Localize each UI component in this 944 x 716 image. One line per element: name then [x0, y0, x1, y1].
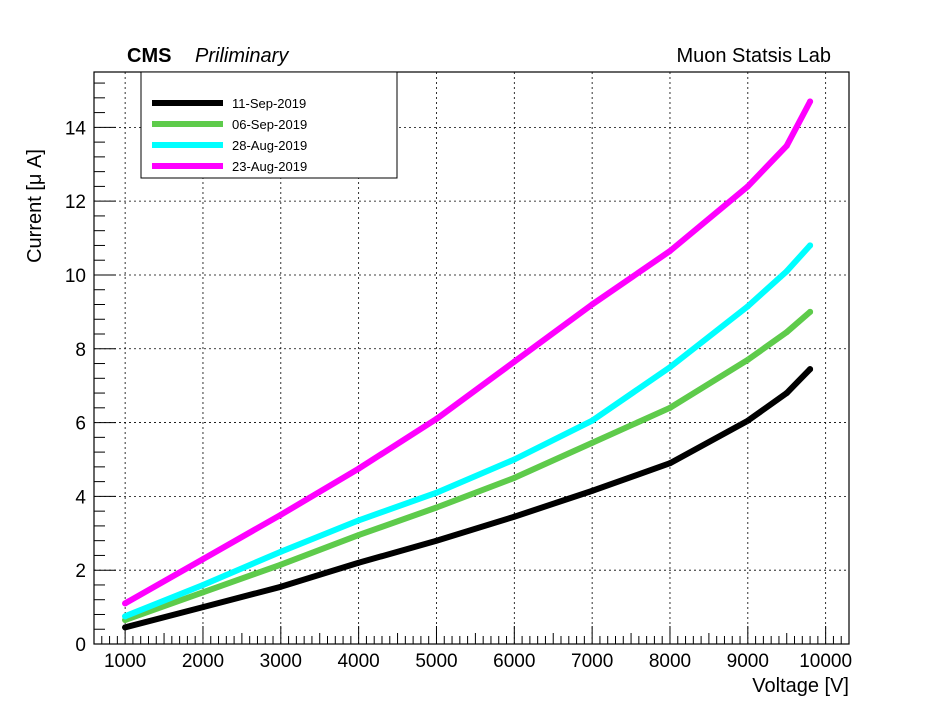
- y-tick-label: 14: [65, 118, 87, 139]
- x-tick-label: 3000: [260, 651, 302, 672]
- data-point: [666, 364, 673, 371]
- x-tick-label: 1000: [104, 651, 146, 672]
- data-point: [783, 142, 790, 149]
- series-layer: [122, 98, 814, 631]
- data-point: [199, 556, 206, 563]
- data-point: [783, 390, 790, 397]
- data-point: [199, 581, 206, 588]
- data-point: [589, 417, 596, 424]
- data-point: [355, 532, 362, 539]
- data-point: [122, 600, 129, 607]
- legend-label: 11-Sep-2019: [232, 96, 306, 111]
- data-point: [355, 559, 362, 566]
- x-tick-label: 2000: [182, 651, 224, 672]
- data-point: [277, 548, 284, 555]
- data-point: [589, 439, 596, 446]
- data-point: [433, 537, 440, 544]
- data-point: [666, 247, 673, 254]
- data-point: [783, 268, 790, 275]
- data-point: [744, 356, 751, 363]
- series-line: [122, 366, 814, 631]
- data-point: [807, 98, 814, 105]
- series-line: [122, 242, 814, 620]
- legend-label: 06-Sep-2019: [232, 117, 307, 132]
- x-tick-label: 7000: [571, 651, 613, 672]
- data-point: [355, 517, 362, 524]
- header-experiment: CMS: [127, 45, 171, 67]
- axes: 1000 2000 3000 4000 5000 6000 7000 8000 9000 1000…: [65, 82, 852, 672]
- header-lab: Muon Statsis Lab: [676, 45, 831, 67]
- data-point: [277, 561, 284, 568]
- x-tick-label: 4000: [337, 651, 379, 672]
- data-point: [589, 487, 596, 494]
- data-point: [807, 308, 814, 315]
- legend: 11-Sep-2019 06-Sep-2019 28-Aug-2019 23-Aug-…: [140, 71, 398, 179]
- data-point: [122, 613, 129, 620]
- data-point: [433, 489, 440, 496]
- x-tick-label: 5000: [415, 651, 457, 672]
- data-point: [511, 474, 518, 481]
- legend-label: 28-Aug-2019: [232, 138, 307, 153]
- plot-frame: [93, 71, 850, 645]
- y-tick-label: 0: [75, 635, 86, 656]
- x-tick-label: 8000: [649, 651, 691, 672]
- y-tick-label: 6: [75, 414, 86, 435]
- series-line: [122, 308, 814, 623]
- data-point: [199, 604, 206, 611]
- x-tick-label: 9000: [727, 651, 769, 672]
- data-point: [744, 303, 751, 310]
- data-point: [355, 465, 362, 472]
- x-axis-title: Voltage [V]: [752, 675, 849, 697]
- header-status: Priliminary: [195, 45, 289, 67]
- series-line: [122, 98, 814, 607]
- x-tick-label: 10000: [799, 651, 852, 672]
- data-point: [744, 417, 751, 424]
- data-point: [277, 583, 284, 590]
- y-tick-label: 2: [75, 561, 86, 582]
- data-point: [511, 358, 518, 365]
- data-point: [433, 415, 440, 422]
- data-point: [807, 366, 814, 373]
- legend-label: 23-Aug-2019: [232, 159, 307, 174]
- data-point: [511, 456, 518, 463]
- data-point: [783, 329, 790, 336]
- y-tick-label: 12: [65, 192, 86, 213]
- data-point: [666, 460, 673, 467]
- y-axis-title: Current [μ A]: [24, 149, 46, 263]
- y-tick-label: 8: [75, 340, 86, 361]
- data-point: [807, 242, 814, 249]
- y-tick-label: 10: [65, 266, 86, 287]
- data-point: [277, 511, 284, 518]
- data-point: [511, 513, 518, 520]
- data-point: [199, 589, 206, 596]
- data-point: [666, 404, 673, 411]
- data-point: [744, 183, 751, 190]
- y-tick-label: 4: [75, 487, 86, 508]
- data-point: [589, 301, 596, 308]
- data-point: [433, 504, 440, 511]
- x-tick-label: 6000: [493, 651, 535, 672]
